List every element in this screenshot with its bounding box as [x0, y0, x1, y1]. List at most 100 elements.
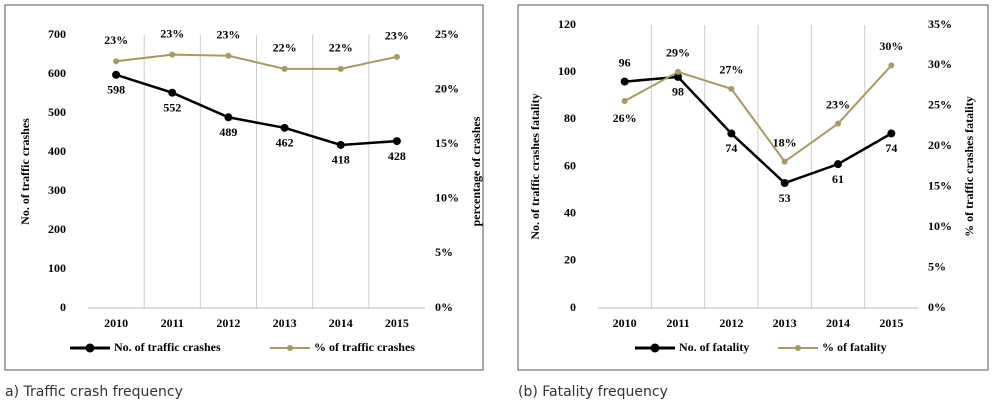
data-label: 30%	[879, 39, 903, 53]
data-point	[781, 158, 788, 165]
data-point	[780, 179, 789, 188]
y-tick-label: 20	[564, 253, 576, 267]
y2-tick-label: 30%	[928, 57, 952, 71]
data-label: 96	[619, 55, 631, 69]
data-label: 22%	[273, 41, 297, 55]
legend-label: No. of fatality	[679, 340, 749, 354]
y-tick-label: 600	[48, 66, 66, 80]
chart-frame	[4, 4, 484, 371]
data-label: 418	[332, 153, 350, 167]
y2-axis-label: percentage of crashes	[469, 116, 483, 226]
y2-tick-label: 0%	[435, 300, 453, 314]
data-point	[834, 160, 842, 169]
x-tick-label: 2010	[613, 316, 637, 330]
legend-marker	[85, 343, 95, 353]
x-tick-label: 2014	[329, 316, 353, 330]
data-point	[169, 51, 176, 58]
y2-tick-label: 35%	[928, 17, 952, 31]
data-label: 98	[672, 85, 684, 99]
data-label: 27%	[719, 63, 743, 77]
data-point	[280, 123, 289, 132]
legend-marker	[287, 345, 293, 351]
y-tick-label: 300	[48, 183, 66, 197]
data-label: 26%	[613, 111, 637, 125]
x-tick-label: 2012	[719, 316, 743, 330]
y-tick-label: 700	[48, 27, 66, 41]
series-line	[624, 64, 893, 164]
chart: 0 20 40 60 80 100 120 0% 5% 10% 15% 20% 25% 30% 35% 201…	[517, 4, 989, 400]
data-label: 53	[779, 191, 791, 205]
data-point	[168, 88, 177, 97]
data-point	[336, 140, 345, 149]
x-tick-label: 2012	[216, 316, 240, 330]
y2-tick-label: 15%	[928, 178, 952, 192]
data-label: 22%	[329, 41, 353, 55]
y2-tick-label: 25%	[928, 98, 952, 112]
y2-tick-label: 20%	[435, 81, 459, 95]
data-label: 428	[388, 149, 406, 163]
x-tick-label: 2013	[273, 316, 297, 330]
y-axis-label: No. of traffic crashes	[18, 118, 32, 225]
y2-tick-label: 5%	[928, 259, 946, 273]
data-label: 489	[219, 125, 237, 139]
y-tick-label: 40	[564, 205, 576, 219]
data-label: 23%	[385, 29, 409, 43]
series-line	[115, 53, 398, 70]
data-point	[224, 113, 233, 122]
legend-marker	[795, 345, 801, 351]
data-point	[728, 85, 735, 92]
y-tick-label: 0	[60, 300, 66, 314]
y-tick-label: 400	[48, 144, 66, 158]
y-axis-label: No. of traffic crashes fatality	[528, 93, 542, 239]
y2-tick-label: 5%	[435, 245, 453, 259]
data-point	[392, 137, 401, 146]
data-point	[112, 70, 121, 79]
data-point	[621, 98, 628, 105]
y-tick-label: 100	[558, 64, 576, 78]
legend-marker	[650, 343, 660, 353]
legend-label: % of fatality	[822, 340, 887, 354]
data-point	[835, 120, 841, 127]
y2-axis-label: % of traffic crashes fatality	[962, 96, 976, 237]
x-tick-label: 2015	[385, 316, 409, 330]
x-tick-label: 2010	[104, 316, 128, 330]
y2-tick-label: 25%	[435, 27, 459, 41]
data-label: 23%	[826, 97, 850, 111]
x-tick-label: 2014	[826, 316, 850, 330]
chart-frame	[517, 4, 989, 371]
y2-tick-label: 10%	[928, 219, 952, 233]
data-point	[620, 77, 629, 86]
x-tick-label: 2011	[666, 316, 689, 330]
data-point	[113, 58, 120, 65]
data-label: 74	[885, 141, 897, 155]
x-tick-label: 2015	[879, 316, 903, 330]
data-point	[888, 62, 895, 69]
data-point	[393, 53, 400, 60]
legend-label: % of traffic crashes	[314, 340, 415, 354]
x-tick-label: 2011	[161, 316, 184, 330]
x-tick-label: 2013	[773, 316, 797, 330]
y2-tick-label: 10%	[435, 191, 459, 205]
data-label: 18%	[773, 135, 797, 149]
caption: a) Traffic crash frequency	[5, 384, 183, 400]
y2-tick-label: 0%	[928, 300, 946, 314]
data-label: 23%	[216, 27, 240, 41]
y-tick-label: 60	[564, 158, 576, 172]
y-tick-label: 500	[48, 105, 66, 119]
y2-tick-label: 20%	[928, 138, 952, 152]
series-line	[115, 73, 398, 147]
data-label: 552	[163, 100, 181, 114]
y2-tick-label: 15%	[435, 136, 459, 150]
data-point	[281, 65, 288, 72]
data-point	[225, 52, 232, 59]
data-point	[887, 129, 896, 138]
data-point	[337, 65, 344, 72]
data-label: 23%	[160, 26, 184, 40]
caption: (b) Fatality frequency	[518, 384, 668, 400]
data-point	[727, 129, 736, 138]
data-label: 74	[725, 141, 737, 155]
data-label: 29%	[666, 46, 690, 60]
data-label: 598	[107, 83, 125, 97]
data-point	[674, 72, 682, 81]
